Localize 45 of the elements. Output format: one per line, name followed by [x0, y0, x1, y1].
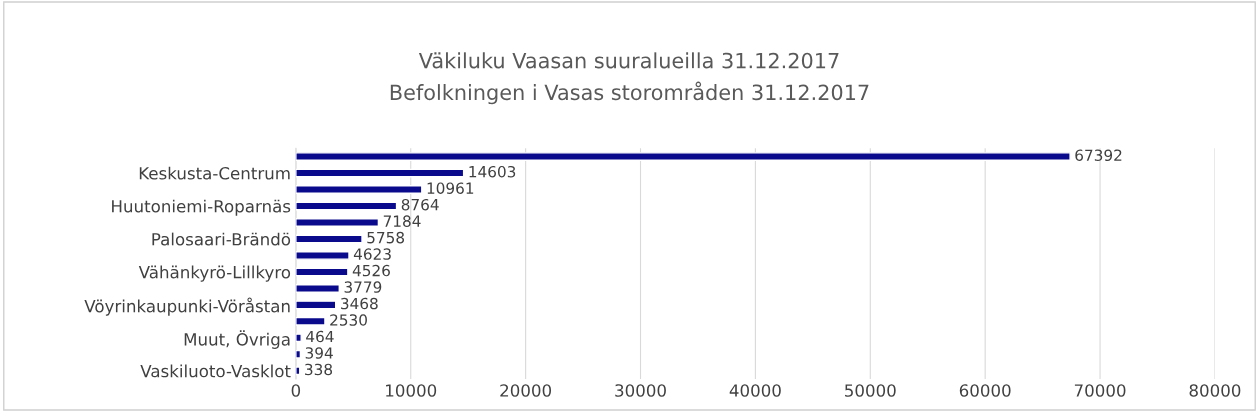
x-tick-label: 20000	[500, 384, 552, 397]
data-label: 394	[305, 347, 333, 359]
data-label: 5758	[367, 231, 405, 244]
data-label: 67392	[1075, 149, 1122, 161]
data-label: 464	[306, 330, 334, 343]
bar	[295, 185, 423, 194]
data-label: 2530	[330, 314, 367, 326]
y-tick-label: Vaskiluoto-Vasklot	[140, 364, 291, 378]
bar	[295, 168, 465, 178]
x-tick-label: 70000	[1074, 384, 1126, 397]
data-label: 14603	[469, 165, 516, 178]
x-tick-label: 60000	[959, 384, 1011, 397]
bar	[295, 366, 301, 376]
data-label: 4623	[353, 248, 391, 260]
bar	[295, 152, 1071, 161]
data-label: 3779	[344, 281, 382, 293]
y-tick-label: Palosaari-Brändö	[152, 232, 291, 246]
y-tick-label: Keskusta-Centrum	[139, 166, 290, 180]
data-label: 4526	[352, 264, 390, 277]
y-tick-label: Vähänkyrö-Lillkyro	[138, 265, 291, 282]
x-tick-label: 0	[291, 384, 301, 397]
y-tick-label: Vöyrinkaupunki-Vöråstan	[84, 297, 290, 316]
bar	[295, 267, 349, 277]
data-label: 7184	[383, 215, 421, 227]
x-tick-label: 80000	[1189, 384, 1241, 397]
bar	[295, 300, 337, 310]
data-label: 3468	[341, 297, 378, 310]
y-tick-label: Muut, Övriga	[184, 330, 290, 349]
bar	[295, 283, 340, 293]
x-tick-label: 10000	[386, 384, 437, 397]
y-tick-label: Huutoniemi-Roparnäs	[112, 199, 291, 216]
x-tick-label: 40000	[729, 384, 781, 397]
x-tick-label: 50000	[845, 384, 896, 397]
bar	[295, 333, 302, 343]
bar	[295, 251, 350, 260]
data-label: 338	[305, 363, 333, 376]
data-label: 10961	[427, 182, 474, 194]
x-tick-label: 30000	[615, 384, 666, 397]
bar	[295, 349, 302, 359]
bar	[295, 316, 326, 326]
bar	[295, 234, 363, 244]
bar	[295, 218, 380, 227]
chart-title: Väkiluku Vaasan suuralueilla 31.12.2017 Befolkningen i Vasas storområden 31.12.2017	[390, 52, 869, 105]
data-label: 8764	[401, 198, 439, 211]
bar	[295, 201, 398, 211]
